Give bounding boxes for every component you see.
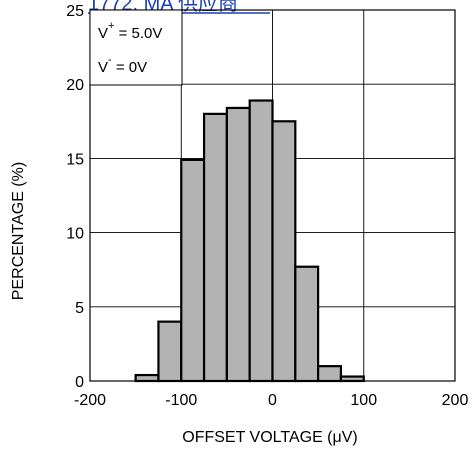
x-tick-label: 200 [442, 392, 469, 409]
x-tick-label: 0 [268, 392, 277, 409]
histogram-bar [225, 106, 251, 383]
histogram-bar [339, 375, 365, 383]
x-axis-label: OFFSET VOLTAGE (μV) [182, 429, 357, 446]
plot-frame [89, 9, 456, 382]
x-axis-ticks: -200 -100 0 100 200 [74, 392, 468, 409]
y-axis-label: PERCENTAGE (%) [10, 162, 27, 300]
y-tick-label: 20 [66, 77, 84, 94]
x-tick-label: -200 [74, 392, 106, 409]
histogram-bar [180, 158, 206, 383]
histogram-bar [248, 99, 274, 383]
annotation-box [89, 9, 183, 86]
x-axis-label-mu: μ [333, 429, 342, 446]
x-axis-label-text: OFFSET VOLTAGE ( [182, 429, 333, 446]
y-axis-ticks: 0 5 10 15 20 25 [66, 3, 84, 391]
histogram-bars [134, 99, 365, 383]
supply-voltage-annotation: V+ = 5.0V [98, 20, 162, 42]
histogram-bar [157, 320, 183, 383]
supply-voltage-annotation: V- = 0V [98, 54, 147, 76]
histogram-bar [202, 112, 228, 383]
y-tick-label: 5 [75, 300, 84, 317]
histogram-bar [317, 365, 343, 383]
histogram-bar [294, 265, 320, 383]
y-tick-label: 10 [66, 226, 84, 243]
supply-voltage-annotations: V+ = 5.0V V- = 0V [89, 9, 183, 86]
x-tick-label: -100 [165, 392, 197, 409]
histogram-bar [134, 373, 160, 383]
histogram-bar [271, 120, 297, 383]
y-tick-label: 25 [66, 3, 84, 20]
y-tick-label: 0 [75, 374, 84, 391]
x-tick-label: 100 [350, 392, 377, 409]
y-tick-label: 15 [66, 151, 84, 168]
x-axis-label-unit: V) [342, 429, 358, 446]
